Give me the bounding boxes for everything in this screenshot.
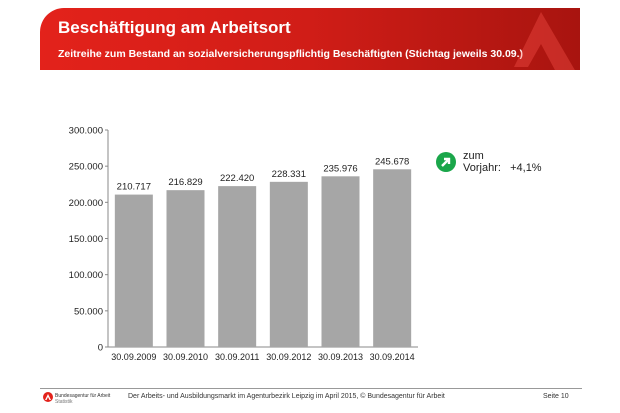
trend-label-1: zum (463, 150, 484, 162)
data-label: 228.331 (272, 169, 306, 180)
y-tick-label: 200.000 (69, 198, 103, 209)
x-tick-label: 30.09.2014 (370, 352, 415, 362)
bar (114, 194, 153, 347)
x-tick-label: 30.09.2011 (215, 352, 259, 362)
x-tick-label: 30.09.2010 (163, 352, 208, 362)
page-title: Beschäftigung am Arbeitsort (58, 18, 291, 37)
bar (166, 190, 205, 347)
footer-org: Bundesagentur für Arbeit Statistik (55, 393, 110, 405)
data-label: 235.976 (323, 163, 357, 174)
bar (269, 181, 308, 347)
data-label: 210.717 (117, 182, 151, 193)
header-banner: Beschäftigung am Arbeitsort Zeitreihe zu… (40, 8, 580, 70)
trend-value: +4,1% (510, 162, 542, 174)
y-tick-label: 150.000 (69, 234, 103, 245)
data-label: 245.678 (375, 156, 409, 167)
bar (218, 186, 257, 347)
footer-divider (40, 388, 582, 389)
trend-indicator: zum Vorjahr: +4,1% (436, 150, 542, 174)
y-tick-label: 0 (98, 343, 103, 354)
y-tick-label: 100.000 (69, 270, 103, 281)
bar (373, 169, 412, 347)
y-tick-label: 250.000 (69, 162, 103, 173)
footer-text: Der Arbeits- und Ausbildungsmarkt im Age… (128, 393, 445, 400)
arrow-up-right-icon (436, 152, 456, 172)
y-tick-label: 300.000 (69, 126, 103, 137)
footer-org-name: Bundesagentur für Arbeit (55, 393, 111, 399)
footer-org-sub: Statistik (55, 399, 73, 405)
x-tick-label: 30.09.2012 (266, 352, 311, 362)
page-number: Seite 10 (543, 393, 569, 400)
agency-logo-icon (514, 12, 575, 70)
trend-label-2: Vorjahr: (463, 162, 501, 174)
page-subtitle: Zeitreihe zum Bestand an sozialversicher… (58, 48, 524, 60)
x-tick-label: 30.09.2009 (111, 352, 156, 362)
data-label: 216.829 (168, 177, 202, 188)
x-tick-label: 30.09.2013 (318, 352, 363, 362)
y-tick-label: 50.000 (74, 306, 103, 317)
footer-logo-icon (43, 392, 53, 402)
data-label: 222.420 (220, 173, 254, 184)
bar (321, 176, 360, 347)
